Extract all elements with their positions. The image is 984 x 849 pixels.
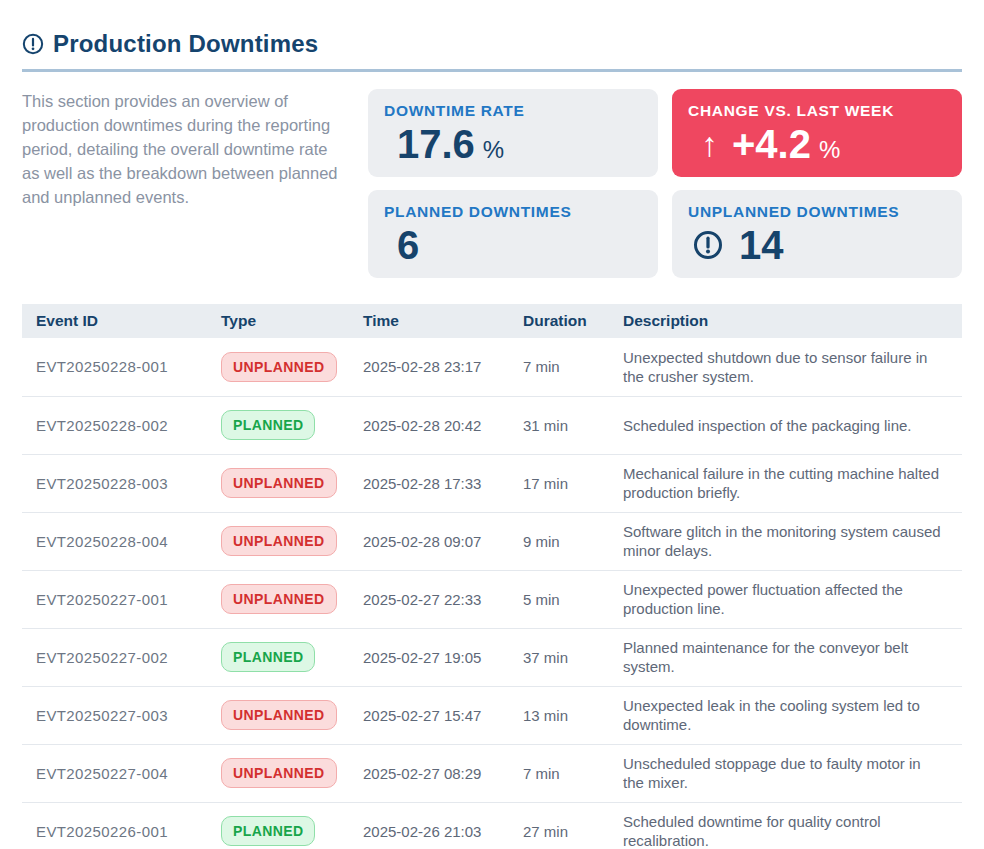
- stat-card-downtime-rate: DOWNTIME RATE 17.6 %: [368, 89, 658, 177]
- duration-cell: 7 min: [509, 338, 609, 396]
- stat-label: PLANNED DOWNTIMES: [384, 203, 642, 221]
- type-badge: UNPLANNED: [221, 526, 337, 556]
- time-cell: 2025-02-28 17:33: [349, 454, 509, 512]
- type-cell: UNPLANNED: [207, 744, 349, 802]
- description-cell: Scheduled inspection of the packaging li…: [609, 396, 962, 454]
- intro-text: This section provides an overview of pro…: [22, 89, 344, 278]
- event-id-cell: EVT20250228-003: [22, 454, 207, 512]
- column-header-type: Type: [207, 304, 349, 338]
- type-badge: PLANNED: [221, 410, 315, 440]
- type-badge: UNPLANNED: [221, 700, 337, 730]
- stats-grid: DOWNTIME RATE 17.6 % CHANGE VS. LAST WEE…: [368, 89, 962, 278]
- table-row: EVT20250226-001 PLANNED 2025-02-26 21:03…: [22, 802, 962, 849]
- description-cell: Unexpected shutdown due to sensor failur…: [609, 338, 962, 396]
- arrow-up-icon: ↑: [701, 127, 718, 161]
- event-id-cell: EVT20250226-001: [22, 802, 207, 849]
- overview-section: This section provides an overview of pro…: [22, 89, 962, 278]
- type-cell: UNPLANNED: [207, 570, 349, 628]
- table-row: EVT20250228-003 UNPLANNED 2025-02-28 17:…: [22, 454, 962, 512]
- duration-cell: 17 min: [509, 454, 609, 512]
- type-badge: UNPLANNED: [221, 352, 337, 382]
- description-cell: Software glitch in the monitoring system…: [609, 512, 962, 570]
- duration-cell: 37 min: [509, 628, 609, 686]
- downtime-table-body: EVT20250228-001 UNPLANNED 2025-02-28 23:…: [22, 338, 962, 849]
- stat-card-change-vs-last-week: CHANGE VS. LAST WEEK ↑ +4.2 %: [672, 89, 962, 177]
- duration-cell: 5 min: [509, 570, 609, 628]
- stat-value: 14: [739, 223, 784, 267]
- duration-cell: 27 min: [509, 802, 609, 849]
- time-cell: 2025-02-27 15:47: [349, 686, 509, 744]
- title-divider: [22, 69, 962, 72]
- duration-cell: 7 min: [509, 744, 609, 802]
- table-row: EVT20250228-002 PLANNED 2025-02-28 20:42…: [22, 396, 962, 454]
- stat-label: DOWNTIME RATE: [384, 102, 642, 120]
- event-id-cell: EVT20250228-002: [22, 396, 207, 454]
- type-badge: UNPLANNED: [221, 584, 337, 614]
- event-id-cell: EVT20250227-004: [22, 744, 207, 802]
- type-badge: UNPLANNED: [221, 758, 337, 788]
- stat-unit: %: [819, 136, 840, 164]
- stat-label: UNPLANNED DOWNTIMES: [688, 203, 946, 221]
- type-cell: PLANNED: [207, 628, 349, 686]
- page-title: Production Downtimes: [53, 30, 318, 58]
- description-cell: Planned maintenance for the conveyor bel…: [609, 628, 962, 686]
- type-cell: UNPLANNED: [207, 338, 349, 396]
- alert-circle-icon: [22, 33, 44, 55]
- time-cell: 2025-02-27 22:33: [349, 570, 509, 628]
- description-cell: Scheduled downtime for quality control r…: [609, 802, 962, 849]
- table-row: EVT20250227-001 UNPLANNED 2025-02-27 22:…: [22, 570, 962, 628]
- stat-unit: %: [483, 136, 504, 164]
- column-header-event-id: Event ID: [22, 304, 207, 338]
- time-cell: 2025-02-27 08:29: [349, 744, 509, 802]
- event-id-cell: EVT20250227-002: [22, 628, 207, 686]
- time-cell: 2025-02-28 23:17: [349, 338, 509, 396]
- time-cell: 2025-02-28 09:07: [349, 512, 509, 570]
- type-badge: PLANNED: [221, 642, 315, 672]
- description-cell: Mechanical failure in the cutting machin…: [609, 454, 962, 512]
- column-header-time: Time: [349, 304, 509, 338]
- table-row: EVT20250227-004 UNPLANNED 2025-02-27 08:…: [22, 744, 962, 802]
- table-row: EVT20250227-002 PLANNED 2025-02-27 19:05…: [22, 628, 962, 686]
- type-badge: PLANNED: [221, 816, 315, 846]
- type-cell: PLANNED: [207, 802, 349, 849]
- column-header-description: Description: [609, 304, 962, 338]
- stat-value: 6: [397, 223, 419, 267]
- type-cell: PLANNED: [207, 396, 349, 454]
- table-row: EVT20250228-001 UNPLANNED 2025-02-28 23:…: [22, 338, 962, 396]
- column-header-duration: Duration: [509, 304, 609, 338]
- description-cell: Unexpected leak in the cooling system le…: [609, 686, 962, 744]
- time-cell: 2025-02-28 20:42: [349, 396, 509, 454]
- event-id-cell: EVT20250227-003: [22, 686, 207, 744]
- production-downtimes-section: Production Downtimes This section provid…: [0, 0, 984, 849]
- table-row: EVT20250227-003 UNPLANNED 2025-02-27 15:…: [22, 686, 962, 744]
- duration-cell: 13 min: [509, 686, 609, 744]
- event-id-cell: EVT20250228-001: [22, 338, 207, 396]
- time-cell: 2025-02-27 19:05: [349, 628, 509, 686]
- duration-cell: 9 min: [509, 512, 609, 570]
- stat-label: CHANGE VS. LAST WEEK: [688, 102, 946, 120]
- event-id-cell: EVT20250227-001: [22, 570, 207, 628]
- duration-cell: 31 min: [509, 396, 609, 454]
- downtime-events-table: Event ID Type Time Duration Description …: [22, 304, 962, 849]
- type-cell: UNPLANNED: [207, 512, 349, 570]
- time-cell: 2025-02-26 21:03: [349, 802, 509, 849]
- stat-card-planned-downtimes: PLANNED DOWNTIMES 6: [368, 190, 658, 278]
- alert-circle-icon: [693, 230, 723, 260]
- event-id-cell: EVT20250228-004: [22, 512, 207, 570]
- stat-value: +4.2: [732, 122, 811, 166]
- stat-card-unplanned-downtimes: UNPLANNED DOWNTIMES 14: [672, 190, 962, 278]
- type-cell: UNPLANNED: [207, 686, 349, 744]
- type-badge: UNPLANNED: [221, 468, 337, 498]
- description-cell: Unscheduled stoppage due to faulty motor…: [609, 744, 962, 802]
- description-cell: Unexpected power fluctuation affected th…: [609, 570, 962, 628]
- table-header-row: Event ID Type Time Duration Description: [22, 304, 962, 338]
- section-header: Production Downtimes: [22, 30, 962, 58]
- table-row: EVT20250228-004 UNPLANNED 2025-02-28 09:…: [22, 512, 962, 570]
- stat-value: 17.6: [397, 122, 475, 166]
- type-cell: UNPLANNED: [207, 454, 349, 512]
